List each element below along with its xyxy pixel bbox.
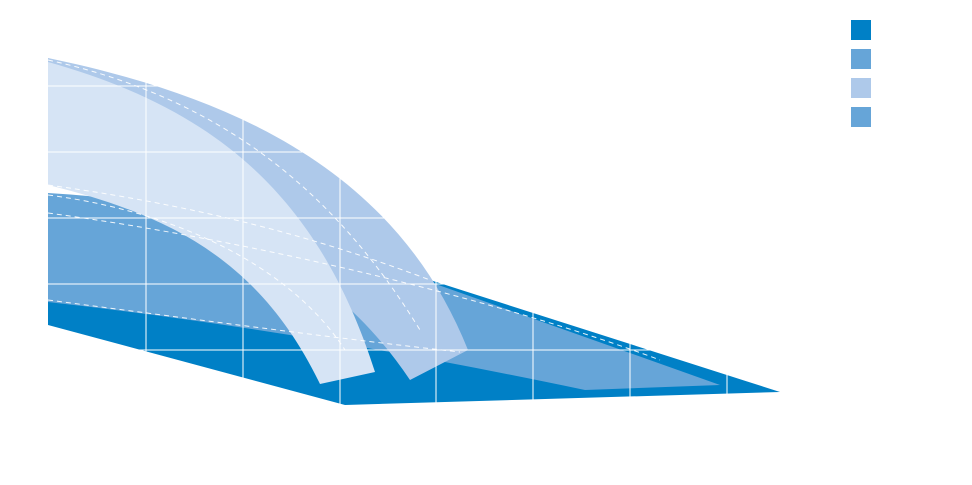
dashed-curve xyxy=(47,194,346,351)
dashed-curves xyxy=(47,59,661,361)
legend xyxy=(851,20,871,127)
legend-swatch xyxy=(851,20,871,40)
legend-swatch xyxy=(851,107,871,127)
grid xyxy=(48,40,800,410)
dashed-curve xyxy=(47,212,661,361)
legend-swatch xyxy=(851,49,871,69)
plot xyxy=(0,0,800,485)
mask-top xyxy=(0,0,48,485)
lighter-band xyxy=(48,62,375,384)
dashed-curve xyxy=(47,59,421,331)
legend-swatch xyxy=(851,78,871,98)
